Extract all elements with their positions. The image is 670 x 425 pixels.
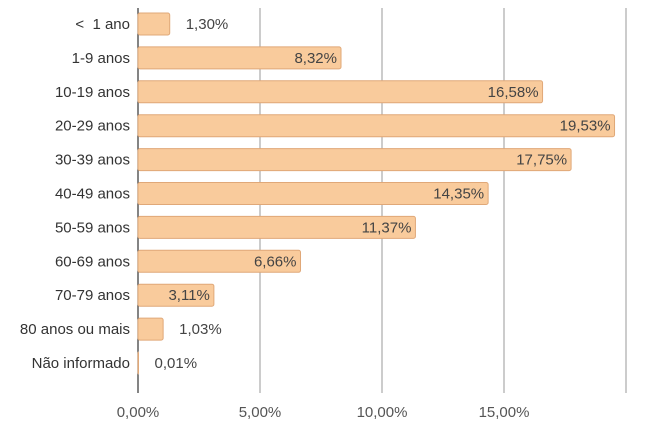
category-label: 70-79 anos bbox=[55, 287, 130, 304]
bar bbox=[137, 114, 616, 138]
bar-value-label: 19,53% bbox=[560, 118, 611, 135]
bar-value-label: 11,37% bbox=[362, 219, 412, 236]
category-label: 50-59 anos bbox=[55, 219, 130, 236]
bar-value-label: 1,03% bbox=[179, 321, 222, 338]
category-label: 30-39 anos bbox=[55, 152, 130, 169]
x-tick-label: 5,00% bbox=[239, 404, 282, 421]
value-labels: 1,30% 8,32% 16,58% 19,53% 17,75% 14,35% 11,37%… bbox=[153, 15, 611, 374]
category-label: 40-49 anos bbox=[55, 186, 130, 203]
category-label: < 1 ano bbox=[75, 16, 130, 33]
x-tick-label: 0,00% bbox=[117, 404, 160, 421]
bar bbox=[137, 148, 572, 172]
category-label: 80 anos ou mais bbox=[20, 321, 130, 338]
bar bbox=[137, 317, 164, 341]
bar-value-label: 1,30% bbox=[186, 16, 229, 33]
bar bbox=[137, 46, 342, 70]
category-label: 1-9 anos bbox=[72, 50, 130, 67]
category-label: 20-29 anos bbox=[55, 118, 130, 135]
bar bbox=[137, 80, 544, 104]
bars bbox=[137, 12, 616, 375]
bar bbox=[137, 351, 139, 375]
bar-value-label: 17,75% bbox=[516, 152, 567, 169]
bar-value-label: 3,11% bbox=[168, 287, 209, 304]
bar-value-label: 8,32% bbox=[294, 50, 337, 67]
bar bbox=[137, 12, 171, 36]
bar-value-label: 0,01% bbox=[155, 355, 198, 372]
bar bbox=[137, 182, 489, 205]
bar bbox=[137, 249, 302, 273]
bar-value-label: 6,66% bbox=[254, 253, 297, 270]
x-tick-labels: 0,00% 5,00% 10,00% 15,00% bbox=[117, 404, 530, 421]
bar-value-label: 16,58% bbox=[488, 84, 539, 101]
bar-value-label: 14,35% bbox=[433, 186, 484, 203]
x-tick-label: 10,00% bbox=[357, 404, 408, 421]
x-tick-label: 15,00% bbox=[479, 404, 530, 421]
bar bbox=[137, 283, 215, 307]
category-label: 60-69 anos bbox=[55, 253, 130, 270]
category-label: 10-19 anos bbox=[55, 84, 130, 101]
category-labels: < 1 ano 1-9 anos 10-19 anos 20-29 anos 30-39… bbox=[20, 16, 130, 372]
bar bbox=[137, 215, 416, 239]
category-label: Não informado bbox=[32, 355, 130, 372]
